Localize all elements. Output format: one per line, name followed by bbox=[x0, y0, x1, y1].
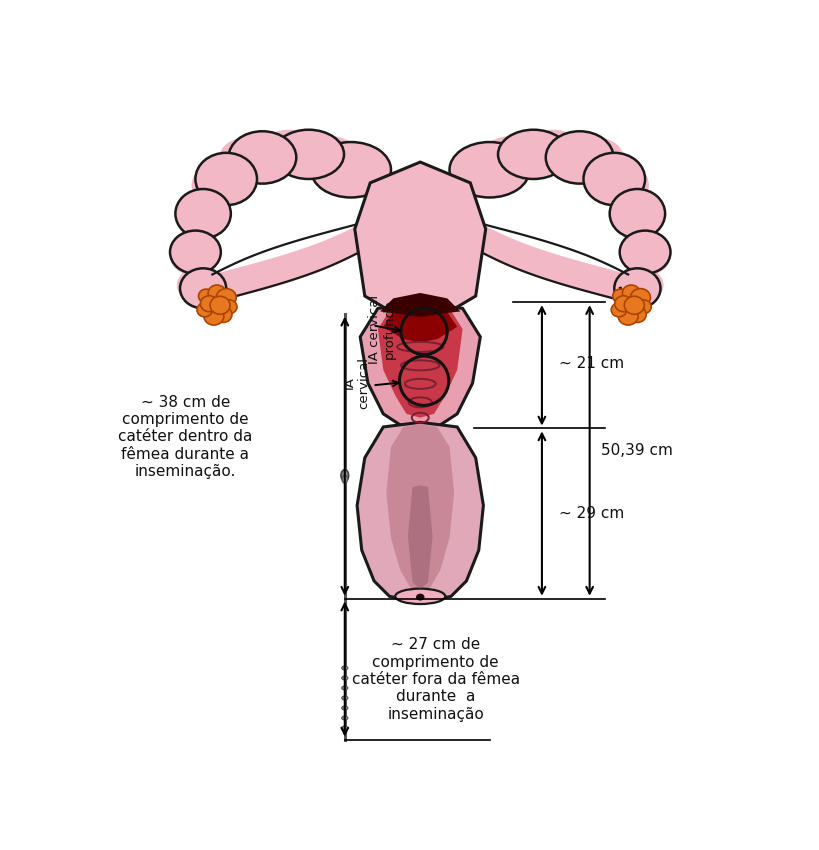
Ellipse shape bbox=[635, 300, 650, 314]
Ellipse shape bbox=[295, 136, 360, 179]
Text: IA cervical
profunda: IA cervical profunda bbox=[367, 295, 396, 364]
Ellipse shape bbox=[208, 285, 225, 301]
Ellipse shape bbox=[618, 307, 637, 325]
Ellipse shape bbox=[195, 153, 256, 205]
Ellipse shape bbox=[609, 189, 664, 238]
Ellipse shape bbox=[628, 237, 670, 275]
Ellipse shape bbox=[221, 300, 237, 314]
Ellipse shape bbox=[258, 130, 319, 170]
Polygon shape bbox=[355, 162, 485, 311]
Ellipse shape bbox=[622, 285, 640, 301]
Ellipse shape bbox=[620, 199, 663, 239]
Ellipse shape bbox=[198, 289, 214, 303]
Ellipse shape bbox=[480, 136, 545, 179]
Ellipse shape bbox=[177, 269, 217, 303]
Ellipse shape bbox=[342, 666, 347, 670]
Polygon shape bbox=[356, 422, 483, 603]
Ellipse shape bbox=[342, 726, 347, 730]
Ellipse shape bbox=[395, 589, 445, 604]
Ellipse shape bbox=[229, 131, 296, 184]
Ellipse shape bbox=[415, 593, 424, 601]
Ellipse shape bbox=[612, 289, 627, 303]
Ellipse shape bbox=[204, 307, 224, 325]
Text: 50,39 cm: 50,39 cm bbox=[600, 443, 672, 457]
Ellipse shape bbox=[177, 199, 219, 239]
Polygon shape bbox=[360, 303, 480, 431]
Text: ~ 21 cm: ~ 21 cm bbox=[559, 356, 623, 371]
Ellipse shape bbox=[197, 303, 212, 317]
Ellipse shape bbox=[622, 269, 663, 303]
Ellipse shape bbox=[614, 296, 631, 312]
Ellipse shape bbox=[342, 706, 347, 710]
Text: ~ 29 cm: ~ 29 cm bbox=[559, 507, 623, 521]
Polygon shape bbox=[382, 303, 457, 343]
Text: ~ 27 cm de
comprimento de
catéter fora da fêmea
durante  a
inseminação: ~ 27 cm de comprimento de catéter fora d… bbox=[351, 638, 519, 722]
Ellipse shape bbox=[180, 269, 226, 309]
Ellipse shape bbox=[192, 163, 241, 207]
Ellipse shape bbox=[619, 230, 670, 274]
Ellipse shape bbox=[170, 230, 220, 274]
Ellipse shape bbox=[342, 686, 347, 690]
Ellipse shape bbox=[610, 303, 626, 317]
Text: ~ 38 cm de
comprimento de
catéter dentro da
fêmea durante a
inseminação.: ~ 38 cm de comprimento de catéter dentro… bbox=[118, 394, 252, 479]
Ellipse shape bbox=[342, 716, 347, 720]
Ellipse shape bbox=[170, 237, 211, 275]
Ellipse shape bbox=[342, 475, 347, 483]
Polygon shape bbox=[378, 303, 462, 417]
Ellipse shape bbox=[583, 153, 645, 205]
Ellipse shape bbox=[216, 288, 236, 307]
Ellipse shape bbox=[341, 470, 348, 481]
Ellipse shape bbox=[219, 138, 274, 178]
Ellipse shape bbox=[214, 307, 232, 322]
Ellipse shape bbox=[210, 297, 230, 314]
Ellipse shape bbox=[497, 130, 568, 179]
Ellipse shape bbox=[568, 138, 622, 178]
Polygon shape bbox=[407, 485, 432, 589]
Ellipse shape bbox=[273, 130, 344, 179]
Ellipse shape bbox=[628, 307, 645, 322]
Ellipse shape bbox=[599, 163, 648, 207]
Ellipse shape bbox=[545, 131, 613, 184]
Ellipse shape bbox=[310, 142, 391, 197]
Ellipse shape bbox=[175, 189, 230, 238]
Polygon shape bbox=[386, 424, 454, 592]
Text: IA
cervical: IA cervical bbox=[342, 357, 370, 409]
Ellipse shape bbox=[630, 288, 649, 307]
Ellipse shape bbox=[200, 296, 218, 312]
Ellipse shape bbox=[521, 130, 583, 170]
Ellipse shape bbox=[342, 696, 347, 700]
Ellipse shape bbox=[623, 297, 644, 314]
Ellipse shape bbox=[613, 269, 659, 309]
Polygon shape bbox=[394, 298, 446, 318]
Ellipse shape bbox=[342, 676, 347, 680]
Polygon shape bbox=[380, 293, 459, 316]
Ellipse shape bbox=[449, 142, 529, 197]
